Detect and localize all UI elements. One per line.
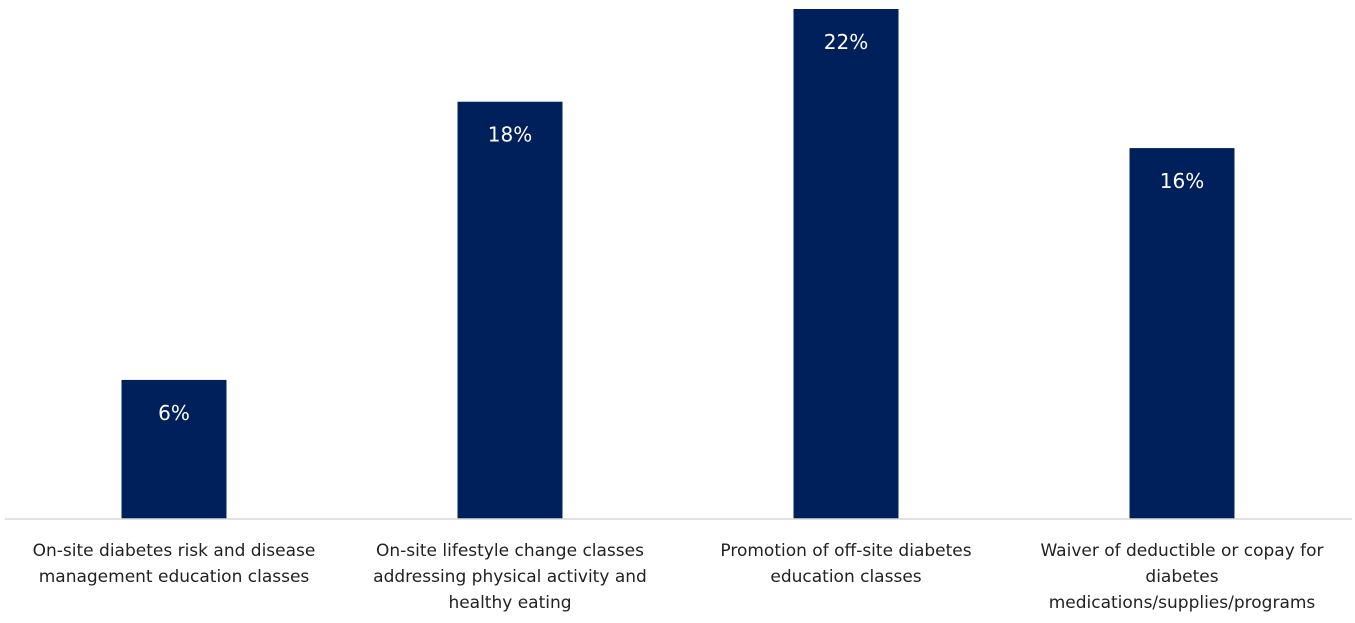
category-label-line: healthy eating xyxy=(448,593,572,613)
bar-1 xyxy=(121,379,227,519)
category-label-line: Promotion of off-site diabetes xyxy=(720,541,972,561)
category-label-line: addressing physical activity and xyxy=(373,567,647,587)
category-label-2: On-site lifestyle change classes addressi… xyxy=(345,538,675,616)
bar-4 xyxy=(1129,148,1235,519)
category-label-line: On-site lifestyle change classes xyxy=(376,541,644,561)
category-label-3: Promotion of off-site diabetes education … xyxy=(681,538,1011,590)
bar-3 xyxy=(793,9,899,519)
category-label-4: Waiver of deductible or copay for diabete… xyxy=(1017,538,1347,616)
bar-value-label-1: 6% xyxy=(158,401,190,425)
bar-value-label-3: 22% xyxy=(824,30,868,54)
category-label-line: Waiver of deductible or copay for xyxy=(1040,541,1324,561)
category-label-line: education classes xyxy=(770,567,922,587)
category-label-1: On-site diabetes risk and disease managem… xyxy=(9,538,339,590)
bar-value-label-4: 16% xyxy=(1160,169,1204,193)
bars-group xyxy=(121,9,1235,520)
bar-labels-group: 6% 18% 22% 16% xyxy=(158,30,1204,425)
category-label-line: medications/supplies/programs xyxy=(1048,593,1316,613)
bar-value-label-2: 18% xyxy=(488,123,532,147)
category-label-line: On-site diabetes risk and disease xyxy=(32,541,316,561)
category-label-line: diabetes xyxy=(1145,567,1219,587)
category-label-line: management education classes xyxy=(38,567,310,587)
bar-2 xyxy=(457,101,563,520)
